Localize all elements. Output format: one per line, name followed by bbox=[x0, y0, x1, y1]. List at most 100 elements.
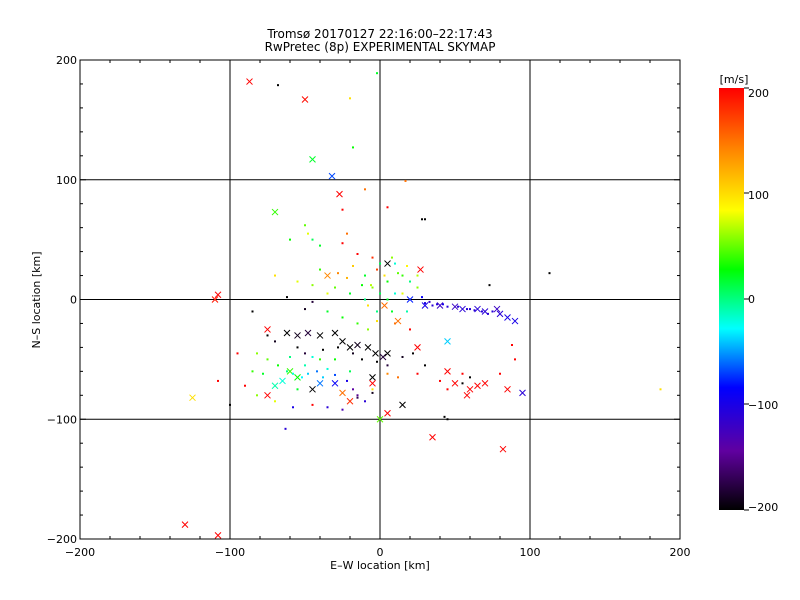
data-point-dot bbox=[326, 310, 329, 313]
x-tick-label: −200 bbox=[65, 546, 95, 559]
data-point-dot bbox=[292, 372, 294, 375]
data-point-dot bbox=[473, 309, 476, 312]
data-point-cross bbox=[493, 305, 501, 313]
colorbar-tick-label: −100 bbox=[748, 399, 778, 412]
data-point-dot bbox=[424, 218, 426, 221]
y-axis-label: N–S location [km] bbox=[30, 251, 43, 348]
data-point-dot bbox=[511, 344, 513, 347]
data-point-cross bbox=[294, 332, 301, 339]
data-point-dot bbox=[326, 406, 329, 409]
data-point-dot bbox=[322, 376, 324, 379]
data-point-dot bbox=[311, 284, 314, 287]
data-point-cross bbox=[271, 208, 279, 216]
data-point-cross bbox=[339, 389, 346, 397]
data-point-dot bbox=[304, 224, 306, 227]
data-point-cross bbox=[406, 296, 414, 303]
data-point-dot bbox=[356, 322, 359, 325]
data-point-dot bbox=[376, 268, 378, 271]
data-point-dot bbox=[311, 238, 314, 241]
data-point-cross bbox=[499, 445, 507, 453]
data-point-dot bbox=[341, 208, 344, 211]
data-point-dot bbox=[481, 310, 483, 313]
data-point-cross bbox=[214, 291, 222, 299]
data-point-dot bbox=[442, 303, 444, 306]
data-point-dot bbox=[386, 280, 389, 283]
data-point-dot bbox=[364, 298, 366, 301]
data-point-dot bbox=[334, 358, 336, 361]
data-point-dot bbox=[337, 346, 339, 349]
colorbar-tick-label: 0 bbox=[748, 293, 755, 306]
data-point-dot bbox=[334, 373, 336, 376]
data-point-cross bbox=[379, 353, 387, 361]
data-point-dot bbox=[416, 274, 419, 277]
data-point-dot bbox=[349, 292, 351, 295]
data-point-dot bbox=[262, 372, 264, 375]
data-point-cross bbox=[324, 272, 331, 279]
data-point-dot bbox=[394, 292, 396, 295]
y-tick-label: −200 bbox=[47, 533, 77, 546]
data-point-cross bbox=[466, 385, 474, 393]
data-point-dot bbox=[352, 264, 354, 267]
data-point-dot bbox=[326, 367, 329, 370]
data-point-cross bbox=[459, 305, 466, 313]
data-point-cross bbox=[463, 391, 471, 399]
data-point-dot bbox=[386, 364, 389, 367]
data-point-dot bbox=[352, 146, 354, 149]
data-point-dot bbox=[352, 352, 354, 355]
grid bbox=[79, 59, 681, 540]
data-point-dot bbox=[274, 274, 276, 277]
data-point-cross bbox=[444, 338, 451, 345]
data-point-dot bbox=[394, 262, 396, 265]
data-point-cross bbox=[384, 409, 391, 417]
data-point-cross bbox=[316, 332, 324, 339]
data-point-cross bbox=[346, 344, 354, 351]
data-point-dot bbox=[289, 238, 291, 241]
data-point-cross bbox=[369, 373, 376, 381]
data-point-dot bbox=[376, 72, 378, 75]
data-point-dot bbox=[439, 379, 441, 382]
data-point-cross bbox=[309, 156, 316, 163]
data-point-cross bbox=[481, 379, 489, 387]
data-point-dot bbox=[406, 310, 408, 313]
data-point-dot bbox=[364, 274, 366, 277]
data-points bbox=[181, 72, 662, 539]
colorbar bbox=[719, 88, 744, 510]
data-point-cross bbox=[336, 190, 343, 198]
data-point-cross bbox=[214, 532, 222, 539]
data-point-cross bbox=[496, 310, 504, 318]
data-point-dot bbox=[370, 284, 372, 287]
data-point-dot bbox=[286, 296, 288, 299]
data-point-dot bbox=[322, 348, 324, 351]
colorbar-tick-label: −200 bbox=[748, 501, 778, 514]
x-tick-label: 200 bbox=[670, 546, 691, 559]
data-point-cross bbox=[474, 382, 481, 390]
y-tick-label: −100 bbox=[47, 413, 77, 426]
data-point-dot bbox=[443, 415, 446, 418]
data-point-dot bbox=[514, 358, 516, 361]
data-point-cross bbox=[451, 303, 459, 311]
colorbar-tick-label: 100 bbox=[748, 189, 769, 202]
data-point-dot bbox=[319, 358, 321, 361]
data-point-dot bbox=[391, 310, 393, 313]
data-point-cross bbox=[309, 385, 316, 393]
data-point-dot bbox=[401, 292, 404, 295]
data-point-dot bbox=[217, 379, 219, 382]
data-point-dot bbox=[371, 391, 374, 394]
data-point-dot bbox=[421, 218, 423, 221]
data-point-dot bbox=[346, 276, 348, 279]
data-point-cross bbox=[301, 96, 309, 103]
data-point-cross bbox=[264, 326, 271, 333]
data-point-cross bbox=[421, 302, 429, 309]
data-point-dot bbox=[256, 394, 258, 397]
data-point-dot bbox=[236, 352, 239, 355]
data-point-cross bbox=[346, 397, 354, 405]
data-point-dot bbox=[356, 252, 359, 255]
data-point-dot bbox=[376, 310, 378, 313]
data-point-dot bbox=[548, 272, 551, 275]
data-point-dot bbox=[304, 308, 306, 311]
data-point-dot bbox=[341, 316, 344, 319]
data-point-cross bbox=[246, 78, 253, 85]
data-point-dot bbox=[404, 179, 407, 182]
data-point-dot bbox=[469, 308, 471, 311]
